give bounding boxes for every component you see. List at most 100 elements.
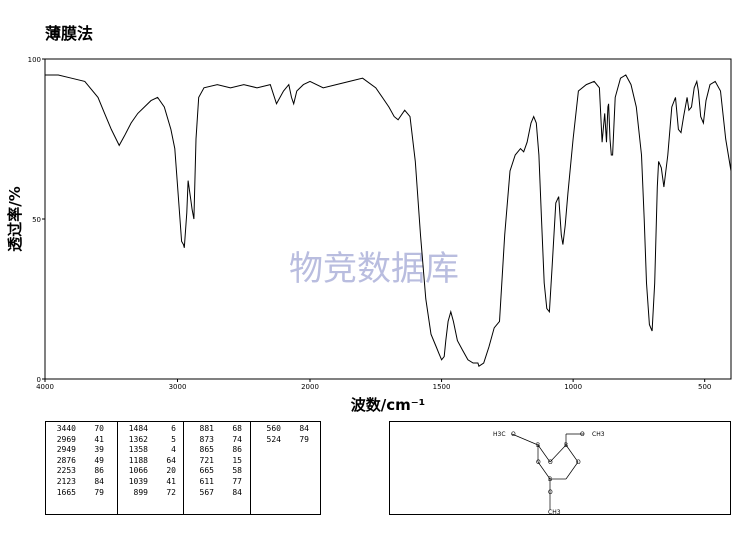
peak-transmittance: 77 xyxy=(232,476,242,486)
x-tick-label: 3000 xyxy=(169,383,187,391)
peak-transmittance: 41 xyxy=(166,476,176,486)
structure-label: O xyxy=(511,431,516,438)
peak-column: 1484 6 1362 5 1358 4 1188 64 1066 20 1039 41 899 72 xyxy=(118,422,184,514)
structure-label: O xyxy=(576,459,581,466)
peak-row: 2876 49 xyxy=(46,456,117,467)
peak-row: 524 79 xyxy=(251,435,320,446)
peak-row: 721 15 xyxy=(184,456,250,467)
peak-transmittance: 5 xyxy=(171,434,176,444)
peak-row: 2123 84 xyxy=(46,477,117,488)
peak-wavenumber: 873 xyxy=(199,434,214,444)
peak-row: 665 58 xyxy=(184,466,250,477)
peak-wavenumber: 721 xyxy=(199,455,214,465)
peak-wavenumber: 665 xyxy=(199,466,214,476)
x-axis-label: 波数/cm⁻¹ xyxy=(351,396,426,414)
plot-frame xyxy=(44,58,732,380)
structure-label: O xyxy=(548,489,553,496)
peak-transmittance: 79 xyxy=(299,434,309,444)
peak-row: 873 74 xyxy=(184,435,250,446)
peak-column: 3440 70 2969 41 2949 39 2876 49 2253 86 2123 84 1665… xyxy=(46,422,118,514)
peak-column: 881 68 873 74 865 86 721 15 665 58 611 77 567 84 xyxy=(184,422,251,514)
peak-wavenumber: 3440 xyxy=(56,424,76,433)
peak-transmittance: 86 xyxy=(94,466,104,476)
peak-row: 560 84 xyxy=(251,424,320,435)
structure-label: B xyxy=(548,476,552,483)
peak-wavenumber: 865 xyxy=(199,445,214,455)
peak-row: 1665 79 xyxy=(46,488,117,499)
peak-row: 1358 4 xyxy=(118,445,183,456)
y-axis-label: 透过率/% xyxy=(6,186,24,252)
peak-transmittance: 84 xyxy=(299,424,309,433)
structure-label: H3C xyxy=(493,431,506,438)
peak-row: 1188 64 xyxy=(118,456,183,467)
x-tick-label: 4000 xyxy=(36,383,54,391)
peak-transmittance: 4 xyxy=(171,445,176,455)
peak-wavenumber: 611 xyxy=(199,476,214,486)
peak-wavenumber: 567 xyxy=(199,487,214,497)
y-tick-label: 100 xyxy=(28,56,41,64)
peak-transmittance: 68 xyxy=(232,424,242,433)
peak-row: 1066 20 xyxy=(118,466,183,477)
peak-row: 881 68 xyxy=(184,424,250,435)
peak-transmittance: 74 xyxy=(232,434,242,444)
peak-transmittance: 15 xyxy=(232,455,242,465)
peak-transmittance: 72 xyxy=(166,487,176,497)
peak-transmittance: 64 xyxy=(166,455,176,465)
peak-wavenumber: 2969 xyxy=(56,434,76,444)
structure-label: B xyxy=(536,442,540,449)
peak-row: 2949 39 xyxy=(46,445,117,456)
x-tick-label: 1500 xyxy=(433,383,451,391)
peak-row: 2253 86 xyxy=(46,466,117,477)
peak-wavenumber: 1484 xyxy=(128,424,148,433)
structure-label: O xyxy=(548,459,553,466)
peak-wavenumber: 1358 xyxy=(128,445,148,455)
structure-label: B xyxy=(564,442,568,449)
peak-wavenumber: 2123 xyxy=(56,476,76,486)
ir-spectrum-chart: 物竞数据库 4000 3000 2000 1500 1000 500 0 50 100 波数/… xyxy=(6,56,732,414)
y-axis-ticks: 0 50 100 xyxy=(28,56,45,384)
peak-wavenumber: 2949 xyxy=(56,445,76,455)
chemical-structure: H3C O B O B O CH3 O O B O CH3 xyxy=(389,421,731,516)
peak-transmittance: 84 xyxy=(94,476,104,486)
peak-wavenumber: 899 xyxy=(133,487,148,497)
x-tick-label: 2000 xyxy=(301,383,319,391)
peak-wavenumber: 560 xyxy=(266,424,281,433)
peak-transmittance: 6 xyxy=(171,424,176,433)
structure-label: O xyxy=(536,459,541,466)
peak-row: 1484 6 xyxy=(118,424,183,435)
y-tick-label: 50 xyxy=(32,216,41,224)
structure-label: CH3 xyxy=(548,509,561,516)
peak-row: 567 84 xyxy=(184,488,250,499)
peak-row: 2969 41 xyxy=(46,435,117,446)
peak-row: 899 72 xyxy=(118,488,183,499)
x-tick-label: 500 xyxy=(698,383,711,391)
peak-wavenumber: 1665 xyxy=(56,487,76,497)
peak-transmittance: 86 xyxy=(232,445,242,455)
peak-wavenumber: 2876 xyxy=(56,455,76,465)
x-tick-label: 1000 xyxy=(564,383,582,391)
structure-label: CH3 xyxy=(592,431,605,438)
peak-transmittance: 70 xyxy=(94,424,104,433)
peak-transmittance: 58 xyxy=(232,466,242,476)
peak-row: 611 77 xyxy=(184,477,250,488)
peak-transmittance: 20 xyxy=(166,466,176,476)
y-tick-label: 0 xyxy=(37,376,41,384)
peak-table: 3440 70 2969 41 2949 39 2876 49 2253 86 2123 84 1665… xyxy=(45,421,321,515)
peak-transmittance: 39 xyxy=(94,445,104,455)
peak-wavenumber: 1362 xyxy=(128,434,148,444)
peak-wavenumber: 2253 xyxy=(56,466,76,476)
structure-label: O xyxy=(580,431,585,438)
peak-wavenumber: 524 xyxy=(266,434,281,444)
structure-drawing: H3C O B O B O CH3 O O B O CH3 xyxy=(493,431,605,516)
x-axis-ticks: 4000 3000 2000 1500 1000 500 xyxy=(36,379,711,391)
peak-transmittance: 49 xyxy=(94,455,104,465)
peak-row: 1362 5 xyxy=(118,435,183,446)
page-title: 薄膜法 xyxy=(45,24,94,43)
peak-transmittance: 84 xyxy=(232,487,242,497)
peak-wavenumber: 1066 xyxy=(128,466,148,476)
peak-column: 560 84 524 79 xyxy=(251,422,320,514)
peak-wavenumber: 1188 xyxy=(128,455,148,465)
peak-transmittance: 79 xyxy=(94,487,104,497)
peak-row: 1039 41 xyxy=(118,477,183,488)
peak-wavenumber: 1039 xyxy=(128,476,148,486)
